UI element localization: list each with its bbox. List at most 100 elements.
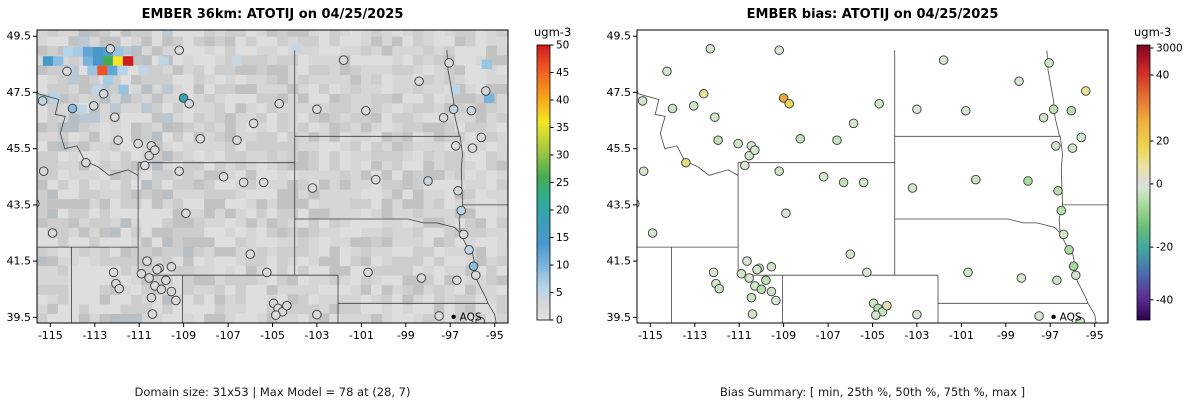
station-marker — [761, 275, 771, 286]
model-grid-cell — [291, 42, 303, 53]
station-marker — [647, 228, 658, 238]
model-grid-cell — [158, 56, 169, 66]
station-marker — [832, 135, 842, 145]
state-border-line — [487, 303, 497, 323]
station-marker — [778, 93, 789, 103]
model-grid-cell — [122, 56, 134, 66]
station-marker — [1014, 76, 1024, 86]
x-tick-label: -99 — [997, 329, 1015, 342]
model-grid-cell — [107, 65, 118, 76]
aqs-legend: AQS — [1051, 311, 1082, 323]
aqs-legend-dot — [1051, 314, 1056, 319]
station-marker — [747, 309, 758, 319]
station-marker — [423, 176, 433, 186]
station-marker — [108, 267, 119, 278]
station-marker — [662, 66, 672, 77]
model-grid-cell — [112, 46, 124, 57]
station-marker — [714, 283, 724, 294]
station-marker — [434, 311, 444, 321]
station-marker — [766, 262, 777, 272]
station-marker — [912, 309, 922, 320]
station-marker — [238, 177, 249, 188]
station-marker — [245, 249, 256, 259]
x-tick-label: -107 — [216, 329, 241, 342]
y-tick-label: 45.5 — [607, 142, 632, 155]
y-tick-label: 39.5 — [7, 311, 32, 324]
colorbar-gradient — [536, 44, 551, 321]
station-markers — [637, 44, 1091, 323]
station-marker — [961, 105, 971, 116]
station-marker — [1016, 273, 1027, 283]
station-marker — [452, 275, 462, 286]
state-borders — [637, 50, 1108, 323]
model-map-panel: EMBER 36km: ATOTIJ on 04/25/2025 AQS -115… — [7, 7, 572, 409]
station-marker — [174, 45, 184, 55]
station-marker — [771, 295, 781, 306]
bias-map-panel: EMBER bias: ATOTIJ on 04/25/2025 AQS -115… — [600, 0, 1200, 409]
station-marker — [1051, 141, 1061, 151]
station-marker — [371, 174, 381, 185]
y-tick-label: 49.5 — [7, 30, 32, 43]
station-marker — [152, 264, 162, 275]
station-marker — [174, 166, 184, 176]
station-marker — [144, 273, 154, 283]
station-marker — [142, 256, 152, 266]
x-tick-label: -95 — [1086, 329, 1104, 342]
model-grid-cell — [62, 46, 74, 57]
model-panel-title: EMBER 36km: ATOTIJ on 04/25/2025 — [141, 7, 404, 22]
station-marker — [62, 66, 72, 77]
station-marker — [1038, 112, 1049, 123]
station-marker — [784, 98, 794, 109]
x-tick-label: -95 — [486, 329, 504, 342]
model-grid-cell — [82, 56, 94, 66]
station-marker — [37, 131, 38, 135]
x-tick-label: -103 — [304, 329, 329, 342]
aqs-legend-label: AQS — [1060, 311, 1082, 323]
station-marker — [338, 55, 349, 65]
station-marker — [448, 104, 459, 115]
station-marker — [713, 135, 723, 145]
colorbar-units-label: ugm-3 — [1134, 25, 1171, 39]
colorbar-tick-label: 3000 — [1156, 43, 1183, 55]
station-marker — [862, 267, 872, 278]
station-marker — [766, 286, 777, 297]
colorbar-tick-label: 50 — [556, 40, 569, 52]
x-tick-label: -99 — [397, 329, 415, 342]
model-grid-cell — [102, 56, 114, 66]
map-area — [37, 30, 508, 323]
station-marker — [146, 292, 157, 303]
station-marker — [81, 157, 91, 168]
station-marker — [907, 183, 918, 193]
station-marker — [848, 118, 859, 129]
station-marker — [274, 98, 284, 109]
y-tick-label: 47.5 — [607, 86, 632, 99]
model-grid-cell — [92, 46, 104, 57]
station-marker — [37, 199, 40, 208]
station-marker — [963, 267, 973, 278]
state-border-line — [894, 218, 1061, 234]
colorbar-tick-label: -40 — [1156, 294, 1173, 306]
station-marker — [882, 300, 892, 311]
station-marker — [147, 309, 158, 319]
x-tick-label: -109 — [171, 329, 196, 342]
model-panel-captions: Domain size: 31x53 | Max Model = 78 at (… — [17, 355, 528, 409]
model-grid-cell — [72, 46, 84, 57]
station-marker — [475, 316, 485, 323]
station-marker — [195, 134, 206, 144]
station-marker — [858, 177, 869, 188]
y-axis: 39.5 41.5 43.5 45.5 47.5 49.5 — [7, 30, 37, 324]
state-border-line — [637, 88, 739, 176]
station-marker — [47, 228, 58, 238]
station-marker — [838, 177, 849, 188]
y-tick-label: 43.5 — [7, 198, 32, 211]
station-marker — [845, 249, 856, 259]
station-marker — [262, 267, 272, 278]
model-grid-highlight-cells — [42, 42, 495, 115]
station-marker — [114, 283, 124, 294]
colorbar-tick-label: 20 — [1156, 136, 1169, 148]
station-marker — [476, 132, 487, 143]
station-marker — [874, 98, 884, 109]
station-marker — [795, 134, 806, 144]
station-marker — [453, 186, 463, 196]
